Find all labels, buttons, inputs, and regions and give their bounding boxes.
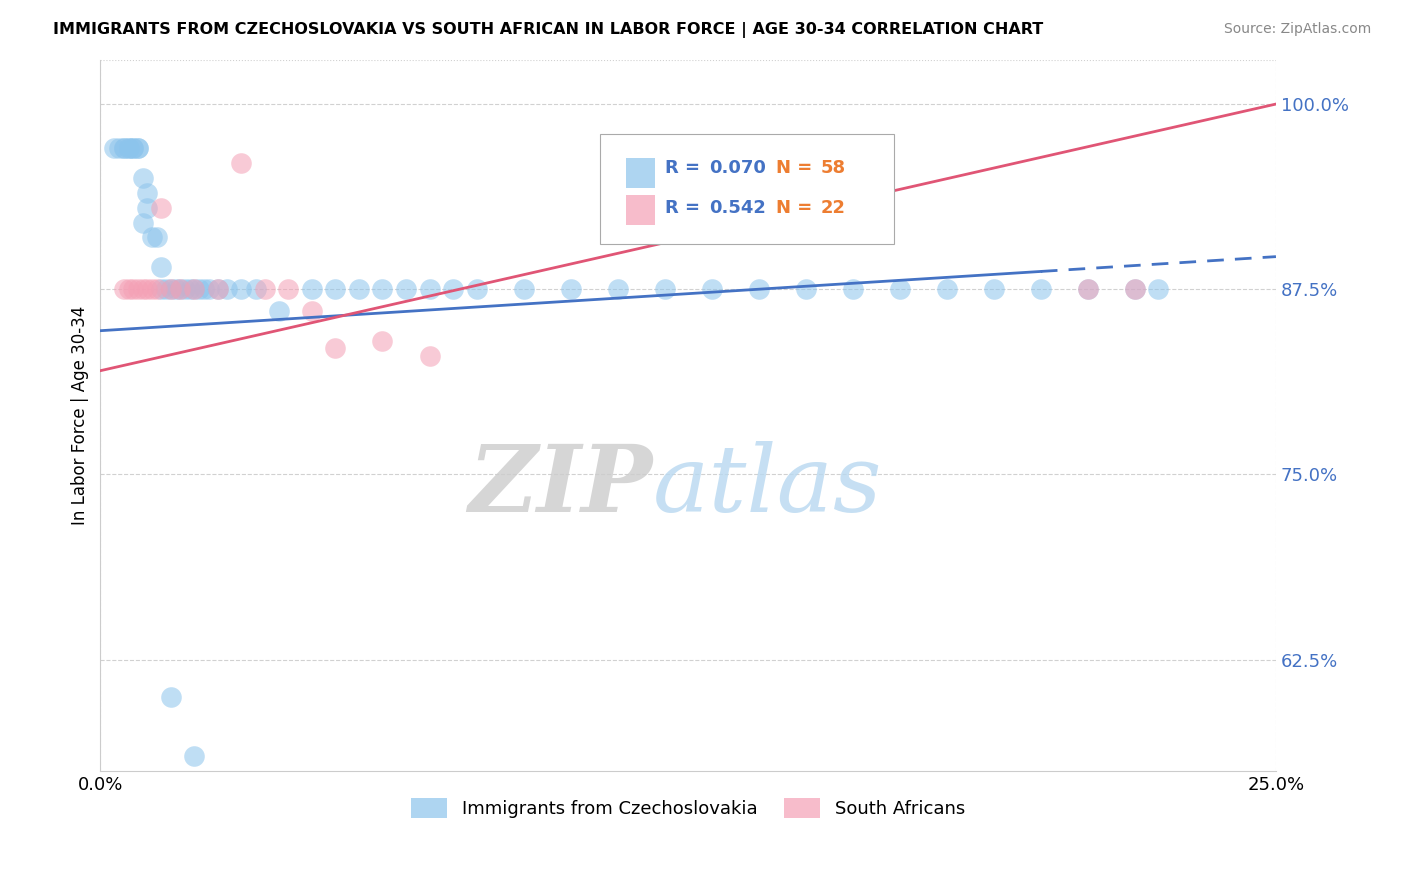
Point: [325, 342, 347, 356]
Point: [122, 282, 145, 296]
Legend: Immigrants from Czechoslovakia, South Africans: Immigrants from Czechoslovakia, South Af…: [404, 790, 973, 826]
Point: [136, 282, 159, 296]
Point: [131, 171, 153, 186]
Point: [183, 282, 205, 296]
Point: [277, 282, 299, 296]
Point: [371, 334, 394, 348]
Point: [253, 282, 276, 296]
Text: 0.070: 0.070: [709, 160, 766, 178]
FancyBboxPatch shape: [626, 194, 655, 225]
Point: [122, 141, 145, 155]
Point: [150, 260, 173, 274]
Point: [112, 141, 135, 155]
Point: [748, 282, 770, 296]
Point: [606, 282, 628, 296]
Point: [122, 141, 145, 155]
Point: [179, 282, 201, 296]
Point: [700, 282, 723, 296]
Point: [112, 141, 135, 155]
Text: 22: 22: [821, 199, 846, 217]
Point: [418, 349, 440, 363]
Point: [325, 282, 347, 296]
Point: [465, 282, 488, 296]
Point: [155, 282, 177, 296]
Point: [889, 282, 911, 296]
Point: [301, 304, 323, 318]
Point: [207, 282, 229, 296]
Point: [127, 141, 149, 155]
Point: [131, 282, 153, 296]
Point: [188, 282, 211, 296]
Text: ZIP: ZIP: [468, 442, 652, 532]
Point: [146, 282, 169, 296]
Point: [169, 282, 191, 296]
Text: Source: ZipAtlas.com: Source: ZipAtlas.com: [1223, 22, 1371, 37]
Point: [127, 141, 149, 155]
Point: [183, 282, 205, 296]
Point: [441, 282, 464, 296]
Point: [136, 201, 159, 215]
Point: [395, 282, 418, 296]
Point: [108, 141, 131, 155]
Point: [983, 282, 1005, 296]
Point: [842, 282, 865, 296]
Point: [231, 282, 253, 296]
Text: IMMIGRANTS FROM CZECHOSLOVAKIA VS SOUTH AFRICAN IN LABOR FORCE | AGE 30-34 CORRE: IMMIGRANTS FROM CZECHOSLOVAKIA VS SOUTH …: [53, 22, 1043, 38]
Point: [418, 282, 440, 296]
Text: atlas: atlas: [652, 442, 883, 532]
Point: [217, 282, 239, 296]
FancyBboxPatch shape: [626, 158, 655, 187]
Point: [935, 282, 957, 296]
Point: [1077, 282, 1099, 296]
Point: [112, 282, 135, 296]
Point: [141, 230, 163, 244]
Point: [207, 282, 229, 296]
Point: [150, 201, 173, 215]
Text: R =: R =: [665, 160, 706, 178]
Point: [174, 282, 197, 296]
Text: 0.542: 0.542: [709, 199, 766, 217]
Point: [347, 282, 370, 296]
Point: [1029, 282, 1052, 296]
Point: [231, 156, 253, 170]
Point: [117, 141, 139, 155]
Point: [141, 282, 163, 296]
Text: N =: N =: [776, 199, 818, 217]
Point: [1123, 282, 1146, 296]
Point: [1123, 282, 1146, 296]
Text: R =: R =: [665, 199, 706, 217]
Point: [371, 282, 394, 296]
Point: [136, 186, 159, 200]
Point: [560, 282, 582, 296]
Point: [1147, 282, 1170, 296]
Point: [169, 282, 191, 296]
Point: [165, 282, 187, 296]
Point: [117, 141, 139, 155]
Text: N =: N =: [776, 160, 818, 178]
Point: [160, 282, 183, 296]
Text: 58: 58: [821, 160, 846, 178]
Point: [512, 282, 534, 296]
Point: [160, 282, 183, 296]
Y-axis label: In Labor Force | Age 30-34: In Labor Force | Age 30-34: [72, 306, 89, 524]
Point: [654, 282, 676, 296]
Point: [150, 282, 173, 296]
Point: [127, 282, 149, 296]
Point: [301, 282, 323, 296]
Point: [794, 282, 817, 296]
Point: [103, 141, 125, 155]
Point: [160, 690, 183, 704]
Point: [267, 304, 290, 318]
Point: [197, 282, 219, 296]
Point: [245, 282, 267, 296]
Point: [183, 748, 205, 763]
Point: [131, 216, 153, 230]
FancyBboxPatch shape: [600, 135, 894, 244]
Point: [146, 230, 169, 244]
Point: [117, 282, 139, 296]
Point: [1077, 282, 1099, 296]
Point: [193, 282, 215, 296]
